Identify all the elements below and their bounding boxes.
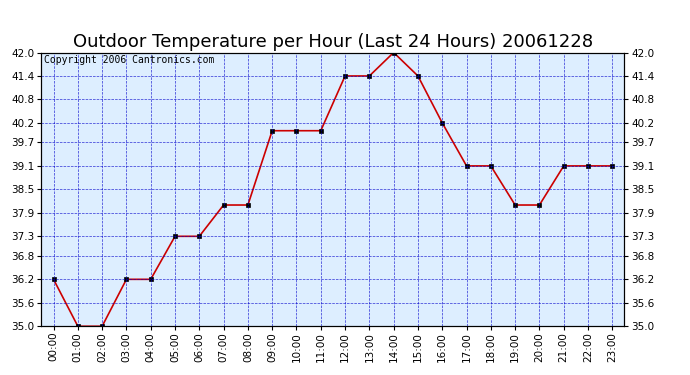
Title: Outdoor Temperature per Hour (Last 24 Hours) 20061228: Outdoor Temperature per Hour (Last 24 Ho…	[73, 33, 593, 51]
Text: Copyright 2006 Cantronics.com: Copyright 2006 Cantronics.com	[44, 55, 215, 65]
